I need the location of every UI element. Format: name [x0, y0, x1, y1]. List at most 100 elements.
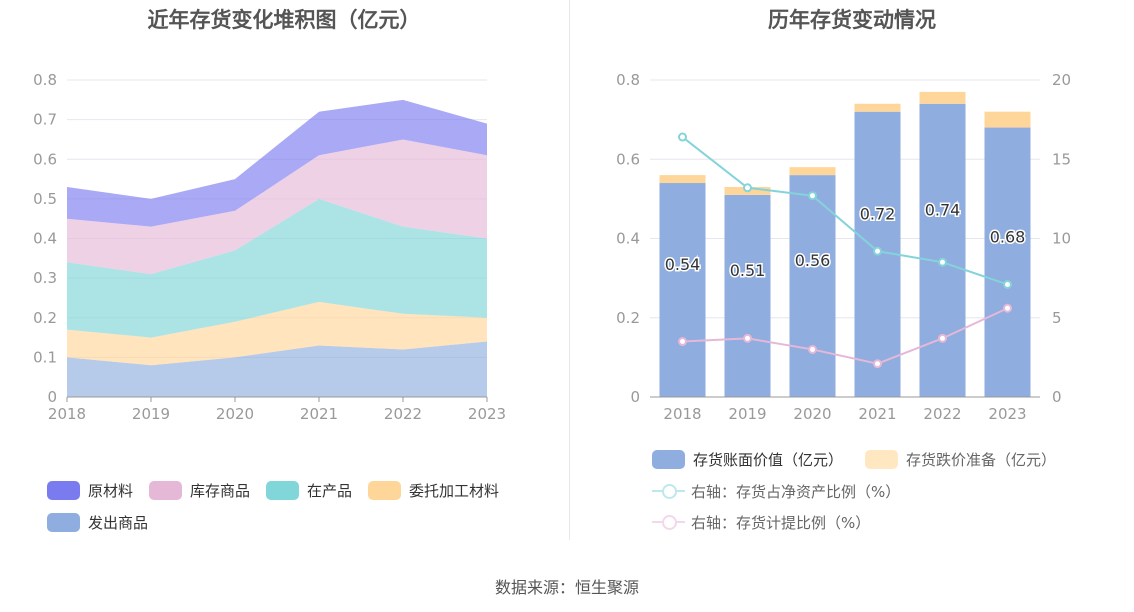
x-tick-label: 2019: [132, 405, 170, 423]
legend-label-provision-ratio: 右轴：存货计提比例（%）: [691, 513, 871, 532]
bar-1-2023: [984, 111, 1031, 128]
legend-item-consigned-materials[interactable]: 委托加工材料: [368, 479, 499, 501]
line-point-0: [938, 257, 947, 267]
bar-0-2018: [659, 183, 706, 397]
legend-swatch-work-in-progress: [266, 480, 299, 500]
legend-label-finished-goods: 库存商品: [190, 481, 251, 500]
y-left-tick-label: 0.8: [616, 71, 640, 89]
line-point-0: [743, 183, 752, 193]
legend-line-icon-net-asset-ratio: [652, 481, 685, 501]
legend-swatch-consigned-materials: [368, 480, 401, 500]
x-tick-label: 2022: [384, 405, 422, 423]
y-right-tick-label: 15: [1052, 150, 1071, 168]
x-tick-label: 2021: [858, 405, 896, 423]
line-point-1: [808, 344, 817, 354]
line-point-0: [873, 246, 882, 256]
line-series-0: [681, 136, 1008, 286]
bar-value-label: 0.54: [665, 255, 701, 274]
bar-0-2019: [724, 194, 771, 397]
x-tick-label: 2018: [663, 405, 701, 423]
bar-1-2022: [919, 91, 966, 104]
y-tick-label: 0.5: [33, 190, 57, 208]
panel-divider: [569, 0, 570, 540]
line-point-1: [938, 333, 947, 343]
y-left-tick-label: 0.6: [616, 150, 640, 168]
line-series-1: [682, 307, 1008, 365]
legend-swatch-raw-materials: [47, 480, 80, 500]
bar-1-2018: [659, 175, 706, 184]
y-left-tick-label: 0.2: [616, 309, 640, 327]
bar-value-label: 0.51: [730, 261, 766, 280]
legend-label-net-asset-ratio: 右轴：存货占净资产比例（%）: [691, 482, 901, 501]
x-tick-label: 2023: [468, 405, 506, 423]
x-tick-label: 2021: [300, 405, 338, 423]
x-tick-label: 2018: [48, 405, 86, 423]
y-left-tick-label: 0: [630, 388, 640, 406]
legend-item-impairment-reserve[interactable]: 存货跌价准备（亿元）: [865, 448, 1056, 470]
y-tick-label: 0.3: [33, 269, 57, 287]
stacked-area-chart-panel: 近年存货变化堆积图（亿元） 0 0.1 0.2 0.3 0.4 0.5 0.6 0.7 0.8 2…: [0, 0, 568, 560]
legend-swatch-impairment-reserve: [865, 449, 898, 469]
y-tick-label: 0.8: [33, 71, 57, 89]
area-series-1: [67, 301, 487, 366]
y-tick-label: 0.6: [33, 150, 57, 168]
data-source-footer: 数据来源：恒生聚源: [494, 578, 639, 597]
inventory-combo-chart: 0 0.2 0.4 0.6 0.8 0 5 10 15 20 0.54 0.51 0.56 0.72 0.7…: [616, 71, 1071, 423]
x-tick-label: 2019: [728, 405, 766, 423]
y-right-tick-label: 20: [1052, 71, 1071, 89]
legend-label-goods-shipped: 发出商品: [88, 513, 149, 532]
y-right-tick-label: 0: [1052, 388, 1062, 406]
y-tick-label: 0: [47, 388, 57, 406]
legend-label-work-in-progress: 在产品: [307, 481, 353, 500]
bar-0-2020: [789, 175, 836, 397]
line-point-1: [873, 359, 882, 369]
bar-value-label: 0.72: [860, 204, 896, 223]
line-point-1: [1003, 303, 1012, 313]
legend-label-impairment-reserve: 存货跌价准备（亿元）: [906, 450, 1057, 469]
y-right-tick-label: 5: [1052, 309, 1062, 327]
stacked-area-chart: 0 0.1 0.2 0.3 0.4 0.5 0.6 0.7 0.8 2018 2019 2020 202…: [33, 71, 506, 423]
bar-1-2021: [854, 103, 901, 112]
y-left-tick-label: 0.4: [616, 230, 640, 248]
legend-item-net-asset-ratio[interactable]: 右轴：存货占净资产比例（%）: [652, 480, 900, 502]
inventory-change-chart-panel: 历年存货变动情况 0 0.2 0.4 0.6 0.8 0 5 10 15 20 0.54 0.51 0.…: [570, 0, 1134, 560]
legend-item-raw-materials[interactable]: 原材料: [47, 479, 133, 501]
line-point-0: [808, 191, 817, 201]
bar-value-label: 0.74: [925, 200, 961, 219]
legend-swatch-finished-goods: [149, 480, 182, 500]
bar-value-label: 0.68: [990, 227, 1026, 246]
area-series-3: [67, 139, 487, 275]
legend-item-provision-ratio[interactable]: 右轴：存货计提比例（%）: [652, 511, 870, 533]
area-series-2: [67, 198, 487, 338]
bar-0-2022: [919, 103, 966, 398]
legend-item-book-value[interactable]: 存货账面价值（亿元）: [652, 448, 843, 470]
legend-label-consigned-materials: 委托加工材料: [409, 481, 500, 500]
y-tick-label: 0.2: [33, 309, 57, 327]
legend-swatch-book-value: [652, 449, 685, 469]
x-tick-label: 2022: [923, 405, 961, 423]
line-point-1: [678, 337, 687, 347]
legend-item-work-in-progress[interactable]: 在产品: [266, 479, 352, 501]
y-tick-label: 0.1: [33, 348, 57, 366]
bar-value-label: 0.56: [795, 251, 831, 270]
line-point-1: [743, 333, 752, 343]
legend-label-book-value: 存货账面价值（亿元）: [693, 450, 844, 469]
legend-item-finished-goods[interactable]: 库存商品: [149, 479, 250, 501]
bar-0-2023: [984, 127, 1031, 398]
x-tick-label: 2023: [988, 405, 1026, 423]
bar-1-2020: [789, 167, 836, 176]
area-series-0: [67, 341, 487, 397]
legend-line-icon-provision-ratio: [652, 512, 685, 532]
right-chart-title: 历年存货变动情况: [768, 8, 936, 32]
x-tick-label: 2020: [793, 405, 831, 423]
y-tick-label: 0.4: [33, 230, 57, 248]
legend-item-goods-shipped[interactable]: 发出商品: [47, 511, 148, 533]
y-right-tick-label: 10: [1052, 230, 1071, 248]
left-chart-title: 近年存货变化堆积图（亿元）: [147, 8, 421, 32]
y-tick-label: 0.7: [33, 111, 57, 129]
line-point-0: [1003, 279, 1012, 289]
x-tick-label: 2020: [216, 405, 254, 423]
legend-swatch-goods-shipped: [47, 512, 80, 532]
line-point-0: [678, 132, 687, 142]
legend-label-raw-materials: 原材料: [88, 481, 134, 500]
